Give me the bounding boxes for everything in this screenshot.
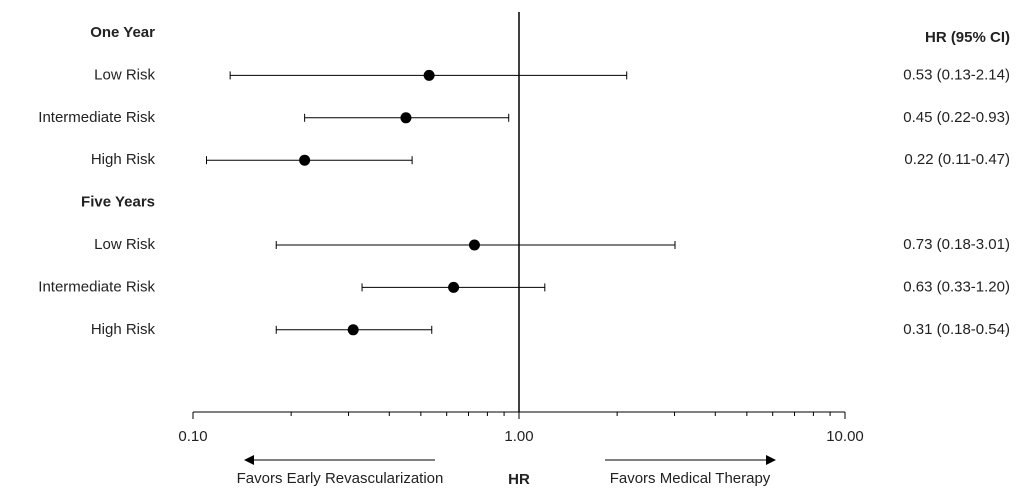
row-label: Low Risk	[94, 66, 155, 83]
hr-point	[400, 112, 412, 124]
right-annotation: Favors Medical Therapy	[610, 470, 771, 487]
group-label: One Year	[90, 24, 155, 41]
hr-label: 0.45 (0.22-0.93)	[903, 109, 1010, 126]
group-label: Five Years	[81, 194, 155, 211]
row-label: High Risk	[91, 321, 156, 338]
x-tick-label: 10.00	[826, 428, 864, 445]
hr-label: 0.53 (0.13-2.14)	[903, 66, 1010, 83]
hr-point	[299, 154, 311, 166]
row-label: Low Risk	[94, 236, 155, 253]
column-header: HR (95% CI)	[925, 29, 1010, 46]
hr-label: 0.31 (0.18-0.54)	[903, 321, 1010, 338]
x-tick-label: 1.00	[504, 428, 533, 445]
left-annotation: Favors Early Revascularization	[237, 470, 444, 487]
hr-point	[423, 69, 435, 81]
hr-point	[347, 324, 359, 336]
x-tick-label: 0.10	[178, 428, 207, 445]
hr-label: 0.73 (0.18-3.01)	[903, 236, 1010, 253]
hr-label: 0.63 (0.33-1.20)	[903, 278, 1010, 295]
row-label: Intermediate Risk	[38, 109, 155, 126]
hr-point	[468, 239, 480, 251]
hr-point	[448, 281, 460, 293]
hr-label: 0.22 (0.11-0.47)	[904, 151, 1010, 168]
x-axis-label: HR	[508, 471, 530, 488]
row-label: High Risk	[91, 151, 156, 168]
row-label: Intermediate Risk	[38, 278, 155, 295]
